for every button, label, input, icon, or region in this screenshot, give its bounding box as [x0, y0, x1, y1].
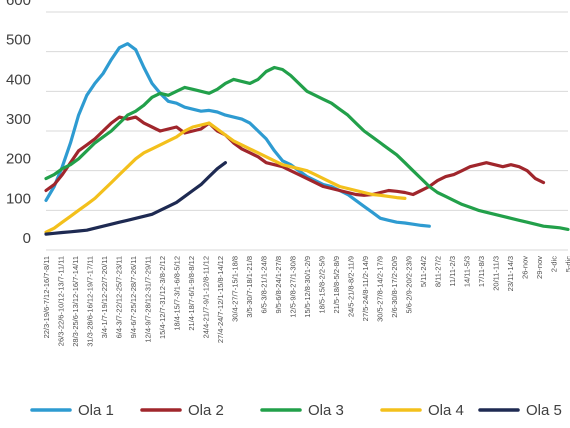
- x-tick-label: 9/5-6/8-24/1-27/8: [274, 256, 283, 314]
- x-tick-label: 27/5-24/8-11/2-14/9: [361, 256, 370, 321]
- x-tick-label: 3/5-30/7-18/1-21/8: [245, 256, 254, 318]
- y-axis-tick-labels: 0 100 200 300 400 500 600: [6, 0, 31, 247]
- y-tick-label: 100: [6, 190, 31, 207]
- legend-label: Ola 1: [78, 402, 114, 419]
- x-tick-label: 12/4-9/7-28/12-31/7-29/11: [144, 256, 153, 343]
- x-tick-label: 21/5-18/8-5/2-8/9: [332, 256, 341, 314]
- x-tick-label: 17/11-8/3: [477, 256, 486, 287]
- y-tick-label: 200: [6, 151, 31, 168]
- series-line-ola-5: [44, 161, 227, 236]
- legend-label: Ola 5: [526, 402, 562, 419]
- x-tick-label: 23/11-14/3: [506, 256, 515, 291]
- series-line-ola-3: [44, 65, 570, 231]
- series-line-ola-4: [44, 121, 407, 234]
- x-tick-label: 21/4-18/7-6/1-9/8-8/12: [187, 256, 196, 331]
- x-tick-label: 2-dic: [550, 256, 559, 273]
- y-tick-label: 300: [6, 111, 31, 128]
- y-tick-label: 500: [6, 32, 31, 49]
- x-tick-label: 5/6-2/9-20/2-23/9: [405, 256, 414, 314]
- x-axis-tick-labels: 22/3-19/6-7/12-16/7-8/11 26/3-22/6-10/12-…: [42, 256, 570, 347]
- legend-label: Ola 4: [428, 402, 464, 419]
- x-tick-label: 24/5-21/8-8/2-11/9: [347, 256, 356, 317]
- x-tick-label: 11/11-2/3: [448, 256, 457, 287]
- x-tick-label: 6/4-3/7-22/12-25/7-23/11: [115, 256, 124, 338]
- x-tick-label: 30/5-27/8-14/2-17/9: [376, 256, 385, 322]
- x-tick-label: 31/3-28/6-16/12-19/7-17/11: [86, 256, 95, 347]
- x-tick-label: 2/6-30/8-17/2-20/9: [390, 256, 399, 318]
- x-tick-label: 22/3-19/6-7/12-16/7-8/11: [42, 256, 51, 338]
- x-tick-label: 15/4-12/7-31/12-3/8-2/12: [158, 256, 167, 339]
- y-tick-label: 400: [6, 71, 31, 88]
- legend-label: Ola 3: [308, 402, 344, 419]
- x-tick-label: 15/5-12/8-30/1-2/9: [303, 256, 312, 318]
- y-tick-label: 0: [23, 230, 31, 247]
- x-tick-label: 26/3-22/6-10/12-13/7-11/11: [57, 256, 66, 346]
- x-tick-label: 14/11-5/3: [463, 256, 472, 287]
- x-tick-label: 6/5-3/8-21/1-24/8: [260, 256, 269, 314]
- x-tick-label: 18/5-15/8-2/2-5/9: [318, 256, 327, 314]
- series-line-ola-2: [44, 115, 546, 197]
- y-tick-label: 600: [6, 0, 31, 9]
- x-tick-label: 30/4-27/7-15/1-18/8: [231, 256, 240, 322]
- legend: Ola 1 Ola 2 Ola 3 Ola 4 Ola 5: [30, 402, 562, 419]
- x-tick-label: 29-nov: [535, 256, 544, 279]
- x-tick-label: 20/11-11/3: [492, 256, 501, 291]
- x-tick-label: 5/11-24/2: [419, 256, 428, 287]
- x-tick-label: 18/4-15/7-3/1-6/8-5/12: [173, 256, 182, 331]
- legend-label: Ola 2: [188, 402, 224, 419]
- x-tick-label: 27/4-24/7-12/1-15/8-14/12: [216, 256, 225, 343]
- x-tick-label: 12/5-9/8-27/1-30/8: [289, 256, 298, 318]
- series-lines: [44, 42, 570, 236]
- x-tick-label: 3/4-1/7-19/12-22/7-20/11: [100, 256, 109, 338]
- x-tick-label: 26-nov: [521, 256, 530, 279]
- x-tick-label: 5-dic: [564, 256, 570, 273]
- x-tick-label: 8/11-27/2: [434, 256, 443, 287]
- series-line-ola-1: [44, 42, 431, 228]
- x-tick-label: 9/4-6/7-25/12-28/7-26/11: [129, 256, 138, 338]
- x-tick-label: 28/3-25/6-13/12-16/7-14/11: [71, 256, 80, 347]
- x-tick-label: 24/4-21/7-9/1-12/8-11/12: [202, 256, 211, 338]
